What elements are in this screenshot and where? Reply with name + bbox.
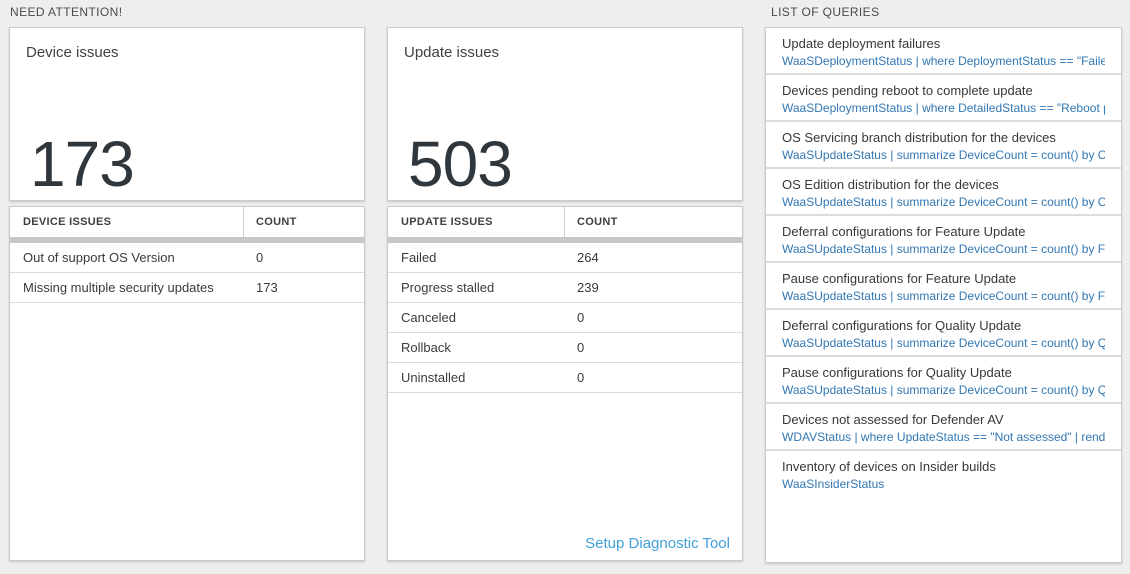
- query-title: OS Edition distribution for the devices: [782, 177, 999, 192]
- update-issues-tile[interactable]: Update issues 503: [387, 27, 743, 201]
- device-issues-title: Device issues: [26, 44, 119, 61]
- query-title: OS Servicing branch distribution for the…: [782, 130, 1056, 145]
- count-column-header: COUNT: [256, 216, 297, 228]
- query-list-item[interactable]: Deferral configurations for Feature Upda…: [766, 216, 1121, 263]
- issue-count: 0: [577, 310, 585, 325]
- update-issues-table-header: UPDATE ISSUES COUNT: [388, 207, 742, 237]
- table-row[interactable]: Failed 264: [388, 243, 742, 273]
- issue-count: 0: [577, 340, 585, 355]
- table-row[interactable]: Out of support OS Version 0: [10, 243, 364, 273]
- issue-label: Missing multiple security updates: [23, 280, 214, 295]
- query-text-link[interactable]: WaaSUpdateStatus | summarize DeviceCount…: [782, 242, 1105, 256]
- query-text-link[interactable]: WDAVStatus | where UpdateStatus == "Not …: [782, 430, 1105, 444]
- query-text-link[interactable]: WaaSInsiderStatus: [782, 477, 885, 491]
- update-issues-column-header: UPDATE ISSUES: [388, 207, 565, 237]
- issue-label: Failed: [401, 250, 437, 265]
- issue-label: Progress stalled: [401, 280, 495, 295]
- table-header-divider: [388, 237, 742, 243]
- issue-count: 0: [256, 250, 264, 265]
- query-list-item[interactable]: Update deployment failures WaaSDeploymen…: [766, 28, 1121, 75]
- queries-panel: Update deployment failures WaaSDeploymen…: [765, 27, 1122, 563]
- query-list-item[interactable]: Pause configurations for Quality Update …: [766, 357, 1121, 404]
- issue-count: 0: [577, 370, 585, 385]
- device-issues-table-header: DEVICE ISSUES COUNT: [10, 207, 364, 237]
- query-text-link[interactable]: WaaSUpdateStatus | summarize DeviceCount…: [782, 289, 1105, 303]
- query-text-link[interactable]: WaaSUpdateStatus | summarize DeviceCount…: [782, 336, 1105, 350]
- device-issues-table: DEVICE ISSUES COUNT Out of support OS Ve…: [9, 206, 365, 561]
- query-title: Pause configurations for Quality Update: [782, 365, 1012, 380]
- table-header-divider: [10, 237, 364, 243]
- query-text-link[interactable]: WaaSDeploymentStatus | where DeploymentS…: [782, 54, 1105, 68]
- issue-label: Canceled: [401, 310, 456, 325]
- device-issues-total: 173: [30, 127, 135, 200]
- table-row[interactable]: Canceled 0: [388, 303, 742, 333]
- list-of-queries-header: LIST OF QUERIES: [771, 5, 880, 19]
- count-column-header: COUNT: [577, 216, 618, 228]
- query-list-item[interactable]: Devices pending reboot to complete updat…: [766, 75, 1121, 122]
- query-title: Devices not assessed for Defender AV: [782, 412, 1004, 427]
- update-issues-title: Update issues: [404, 44, 500, 61]
- query-text-link[interactable]: WaaSDeploymentStatus | where DetailedSta…: [782, 101, 1105, 115]
- table-row[interactable]: Missing multiple security updates 173: [10, 273, 364, 303]
- table-row[interactable]: Progress stalled 239: [388, 273, 742, 303]
- query-title: Deferral configurations for Feature Upda…: [782, 224, 1026, 239]
- setup-diagnostic-tool-link[interactable]: Setup Diagnostic Tool: [585, 535, 730, 552]
- update-issues-total: 503: [408, 127, 513, 200]
- need-attention-header: NEED ATTENTION!: [10, 5, 123, 19]
- issue-count: 239: [577, 280, 599, 295]
- device-issues-rows: Out of support OS Version 0 Missing mult…: [10, 243, 364, 303]
- issue-label: Rollback: [401, 340, 451, 355]
- query-list-item[interactable]: Deferral configurations for Quality Upda…: [766, 310, 1121, 357]
- table-row[interactable]: Rollback 0: [388, 333, 742, 363]
- query-title: Inventory of devices on Insider builds: [782, 459, 996, 474]
- query-text-link[interactable]: WaaSUpdateStatus | summarize DeviceCount…: [782, 195, 1105, 209]
- query-text-link[interactable]: WaaSUpdateStatus | summarize DeviceCount…: [782, 148, 1105, 162]
- query-list-item[interactable]: Pause configurations for Feature Update …: [766, 263, 1121, 310]
- table-row[interactable]: Uninstalled 0: [388, 363, 742, 393]
- issue-label: Uninstalled: [401, 370, 466, 385]
- query-list-item[interactable]: OS Servicing branch distribution for the…: [766, 122, 1121, 169]
- query-title: Devices pending reboot to complete updat…: [782, 83, 1033, 98]
- query-text-link[interactable]: WaaSUpdateStatus | summarize DeviceCount…: [782, 383, 1105, 397]
- query-list-item[interactable]: Inventory of devices on Insider builds W…: [766, 451, 1121, 492]
- issue-label: Out of support OS Version: [23, 250, 175, 265]
- issue-count: 264: [577, 250, 599, 265]
- device-issues-tile[interactable]: Device issues 173: [9, 27, 365, 201]
- update-issues-rows: Failed 264 Progress stalled 239 Canceled…: [388, 243, 742, 393]
- device-issues-column-header: DEVICE ISSUES: [10, 207, 244, 237]
- issue-count: 173: [256, 280, 278, 295]
- update-issues-table: UPDATE ISSUES COUNT Failed 264 Progress …: [387, 206, 743, 561]
- query-title: Update deployment failures: [782, 36, 941, 51]
- query-list-item[interactable]: OS Edition distribution for the devices …: [766, 169, 1121, 216]
- query-title: Deferral configurations for Quality Upda…: [782, 318, 1022, 333]
- query-list-item[interactable]: Devices not assessed for Defender AV WDA…: [766, 404, 1121, 451]
- query-title: Pause configurations for Feature Update: [782, 271, 1017, 286]
